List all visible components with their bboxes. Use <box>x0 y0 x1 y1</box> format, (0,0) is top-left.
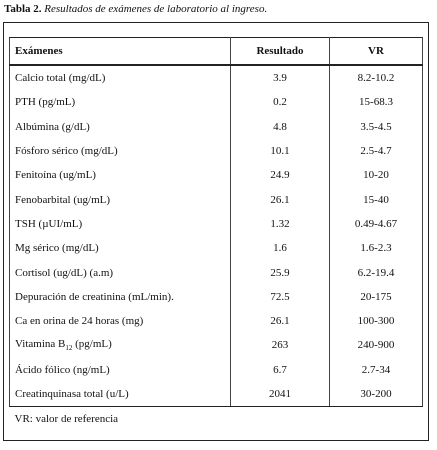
header-cell: Resultado <box>230 37 330 66</box>
cell-subscript: 12 <box>65 344 73 353</box>
table-cell: Albúmina (g/dL) <box>9 114 231 139</box>
table-cell: 8.2-10.2 <box>329 65 423 91</box>
table-body: Calcio total (mg/dL) 3.9 8.2-10.2 PTH (pg/m… <box>9 65 423 432</box>
table-cell: 4.8 <box>230 114 330 139</box>
table-row: PTH (pg/mL) 0.2 15-68.3 <box>9 90 423 115</box>
table-cell: 2.5-4.7 <box>329 138 423 164</box>
table-row: TSH (µUI/mL) 1.32 0.49-4.67 <box>9 211 423 237</box>
table-cell: Fenitoína (ug/mL) <box>9 163 231 188</box>
table-cell: 3.9 <box>230 65 330 91</box>
table-cell: 10.1 <box>230 138 330 164</box>
table-cell: TSH (µUI/mL) <box>9 211 231 237</box>
caption-label: Tabla 2. <box>4 3 42 15</box>
table-row: Calcio total (mg/dL) 3.9 8.2-10.2 <box>9 65 423 91</box>
cell-text: Vitamina B <box>15 338 66 351</box>
table: Exámenes Resultado VR Calcio total (mg/d… <box>9 37 423 431</box>
table-cell: Cortisol (ug/dL) (a.m) <box>9 260 231 285</box>
table-cell: 2.7-34 <box>329 357 423 382</box>
table-cell: 30-200 <box>329 381 423 408</box>
table-cell: 25.9 <box>230 260 330 285</box>
table-cell: 24.9 <box>230 163 330 188</box>
header-row: Exámenes Resultado VR <box>9 37 423 66</box>
table-frame: Exámenes Resultado VR Calcio total (mg/d… <box>3 22 429 441</box>
table-cell: 3.5-4.5 <box>329 114 423 139</box>
table-cell: 100-300 <box>329 308 423 334</box>
table-cell: Calcio total (mg/dL) <box>9 65 231 91</box>
header-cell: VR <box>329 37 423 66</box>
table-cell: Mg sérico (mg/dL) <box>9 236 231 261</box>
table-cell: 263 <box>230 333 330 358</box>
table-cell: 26.1 <box>230 308 330 334</box>
table-cell: 1.6-2.3 <box>329 236 423 261</box>
table-cell: 6.2-19.4 <box>329 260 423 285</box>
table-row: Creatinquinasa total (u/L) 2041 30-200 <box>9 381 423 408</box>
table-row: Fósforo sérico (mg/dL) 10.1 2.5-4.7 <box>9 138 423 164</box>
table-cell: Creatinquinasa total (u/L) <box>9 381 231 408</box>
table-cell: 1.6 <box>230 236 330 261</box>
table-cell: Fósforo sérico (mg/dL) <box>9 138 231 164</box>
table-cell: Ácido fólico (ng/mL) <box>9 357 231 382</box>
footnote: VR: valor de referencia <box>14 413 119 426</box>
table-caption: Tabla 2. Resultados de exámenes de labor… <box>4 3 267 15</box>
table-cell: 0.49-4.67 <box>329 211 423 237</box>
table-cell: Vitamina B12 (pg/mL) <box>9 333 231 358</box>
caption-text: Resultados de exámenes de laboratorio al… <box>44 3 268 15</box>
table-cell: Fenobarbital (ug/mL) <box>9 187 231 212</box>
table-row: Albúmina (g/dL) 4.8 3.5-4.5 <box>9 114 423 139</box>
table-cell: PTH (pg/mL) <box>9 90 231 115</box>
table-cell: 20-175 <box>329 284 423 309</box>
table-row: Fenitoína (ug/mL) 24.9 10-20 <box>9 163 423 188</box>
table-cell: 2041 <box>230 381 330 408</box>
table-row: Depuración de creatinina (mL/min). 72.5 20… <box>9 284 423 309</box>
table-row: Ca en orina de 24 horas (mg) 26.1 100-300 <box>9 308 423 334</box>
table-cell: 26.1 <box>230 187 330 212</box>
table-row: Vitamina B12 (pg/mL) 263 240-900 <box>9 333 423 358</box>
table-row: Mg sérico (mg/dL) 1.6 1.6-2.3 <box>9 236 423 261</box>
footnote-row: VR: valor de referencia <box>10 407 423 432</box>
table-cell: 0.2 <box>230 90 330 115</box>
table-cell: 15-40 <box>329 187 423 212</box>
table-cell: 1.32 <box>230 211 330 237</box>
table-cell: 10-20 <box>329 163 423 188</box>
header-cell: Exámenes <box>9 37 231 66</box>
table-cell: Ca en orina de 24 horas (mg) <box>9 308 231 334</box>
table-row: Cortisol (ug/dL) (a.m) 25.9 6.2-19.4 <box>9 260 423 285</box>
table-cell: 6.7 <box>230 357 330 382</box>
table-cell: 72.5 <box>230 284 330 309</box>
table-cell: 240-900 <box>329 333 423 358</box>
table-cell: 15-68.3 <box>329 90 423 115</box>
table-cell: Depuración de creatinina (mL/min). <box>9 284 231 309</box>
table-row: Ácido fólico (ng/mL) 6.7 2.7-34 <box>9 357 423 382</box>
cell-text: (pg/mL) <box>72 338 112 351</box>
table-row: Fenobarbital (ug/mL) 26.1 15-40 <box>9 187 423 212</box>
